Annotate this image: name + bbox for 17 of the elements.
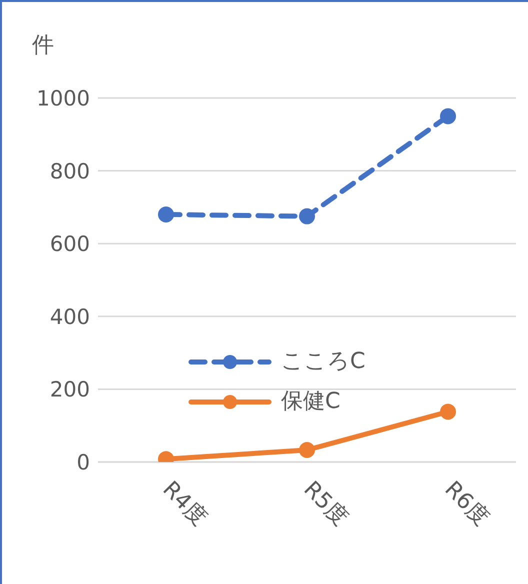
y-tick-label: 0 bbox=[76, 450, 90, 474]
x-tick-label: R4度 bbox=[158, 476, 212, 531]
x-tick-label: R6度 bbox=[440, 476, 494, 531]
point bbox=[440, 108, 456, 124]
y-tick-label: 400 bbox=[50, 304, 90, 329]
point bbox=[440, 404, 456, 420]
point bbox=[299, 208, 315, 224]
point bbox=[299, 442, 315, 458]
x-tick-label: R5度 bbox=[298, 476, 352, 531]
point bbox=[158, 206, 174, 222]
y-tick-label: 600 bbox=[50, 232, 90, 256]
y-tick-label: 1000 bbox=[36, 86, 90, 110]
y-axis-title: 件 bbox=[32, 32, 54, 60]
legend-label: 保健C bbox=[281, 388, 340, 416]
y-tick-label: 200 bbox=[50, 378, 90, 402]
legend-label: こころC bbox=[281, 348, 366, 376]
y-tick-label: 800 bbox=[50, 159, 90, 184]
